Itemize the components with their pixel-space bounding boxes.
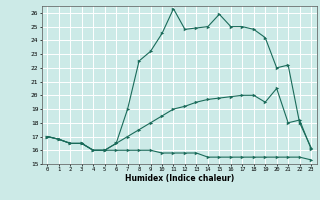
- X-axis label: Humidex (Indice chaleur): Humidex (Indice chaleur): [124, 174, 234, 183]
